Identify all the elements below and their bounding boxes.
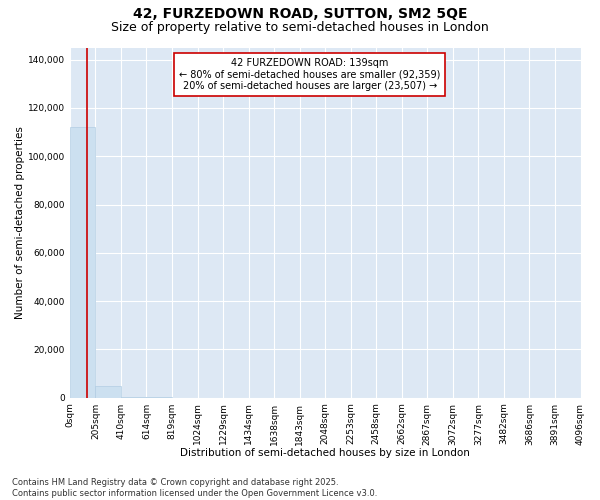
Bar [121,396,146,398]
Bar [95,386,121,398]
Y-axis label: Number of semi-detached properties: Number of semi-detached properties [15,126,25,319]
Text: Size of property relative to semi-detached houses in London: Size of property relative to semi-detach… [111,21,489,34]
Bar [70,127,95,398]
X-axis label: Distribution of semi-detached houses by size in London: Distribution of semi-detached houses by … [180,448,470,458]
Text: 42 FURZEDOWN ROAD: 139sqm
← 80% of semi-detached houses are smaller (92,359)
20%: 42 FURZEDOWN ROAD: 139sqm ← 80% of semi-… [179,58,440,91]
Text: Contains HM Land Registry data © Crown copyright and database right 2025.
Contai: Contains HM Land Registry data © Crown c… [12,478,377,498]
Text: 42, FURZEDOWN ROAD, SUTTON, SM2 5QE: 42, FURZEDOWN ROAD, SUTTON, SM2 5QE [133,8,467,22]
